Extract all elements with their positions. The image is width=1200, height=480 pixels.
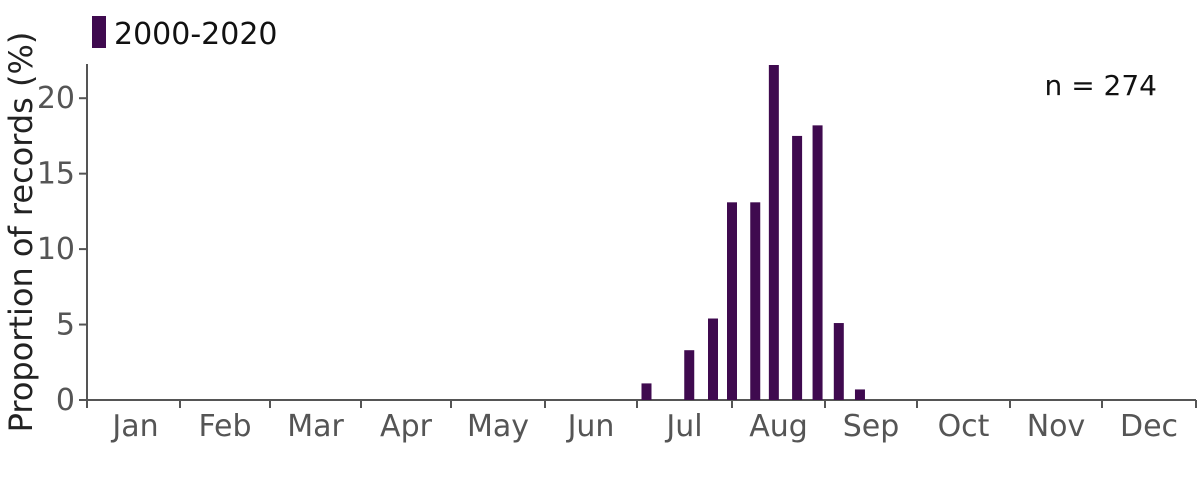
legend-swatch	[92, 16, 106, 48]
x-tick-label: Sep	[843, 409, 900, 444]
x-tick-label: Oct	[938, 409, 990, 444]
x-tick-label: Mar	[287, 409, 344, 444]
x-tick-label: May	[467, 409, 529, 444]
axes	[86, 64, 1196, 401]
x-tick-label: Dec	[1120, 409, 1178, 444]
bar	[833, 323, 844, 400]
bar	[768, 65, 779, 400]
legend-label: 2000-2020	[114, 17, 278, 52]
y-tick-label: 0	[56, 383, 75, 418]
sample-size-annotation: n = 274	[1045, 69, 1157, 102]
x-tick-label: Nov	[1027, 409, 1086, 444]
x-tick-label: Apr	[380, 409, 433, 444]
y-tick-label: 20	[37, 81, 75, 116]
x-tick-label: Jun	[566, 409, 615, 444]
x-tick-label: Aug	[749, 409, 808, 444]
bar	[684, 350, 695, 400]
bar	[854, 389, 865, 400]
bars	[641, 65, 865, 401]
bar	[708, 318, 718, 400]
bar	[792, 135, 803, 401]
bar	[727, 202, 737, 400]
y-tick-label: 10	[37, 232, 75, 267]
y-tick-label: 5	[56, 308, 75, 343]
y-tick-label: 15	[37, 157, 75, 192]
y-axis-title: Proportion of records (%)	[2, 32, 40, 433]
bar	[812, 125, 823, 401]
bar	[750, 202, 761, 400]
x-tick-label: Feb	[198, 409, 251, 444]
y-axis-ticks: 0 5 10 15 20	[37, 81, 87, 418]
x-tick-label: Jul	[664, 409, 702, 444]
bar	[641, 383, 652, 400]
x-tick-label: Jan	[110, 409, 158, 444]
legend: 2000-2020	[92, 16, 278, 52]
x-axis-ticks: Jan Feb Mar Apr May Jun Jul Aug Sep Oct Nov Dec	[86, 400, 1197, 444]
